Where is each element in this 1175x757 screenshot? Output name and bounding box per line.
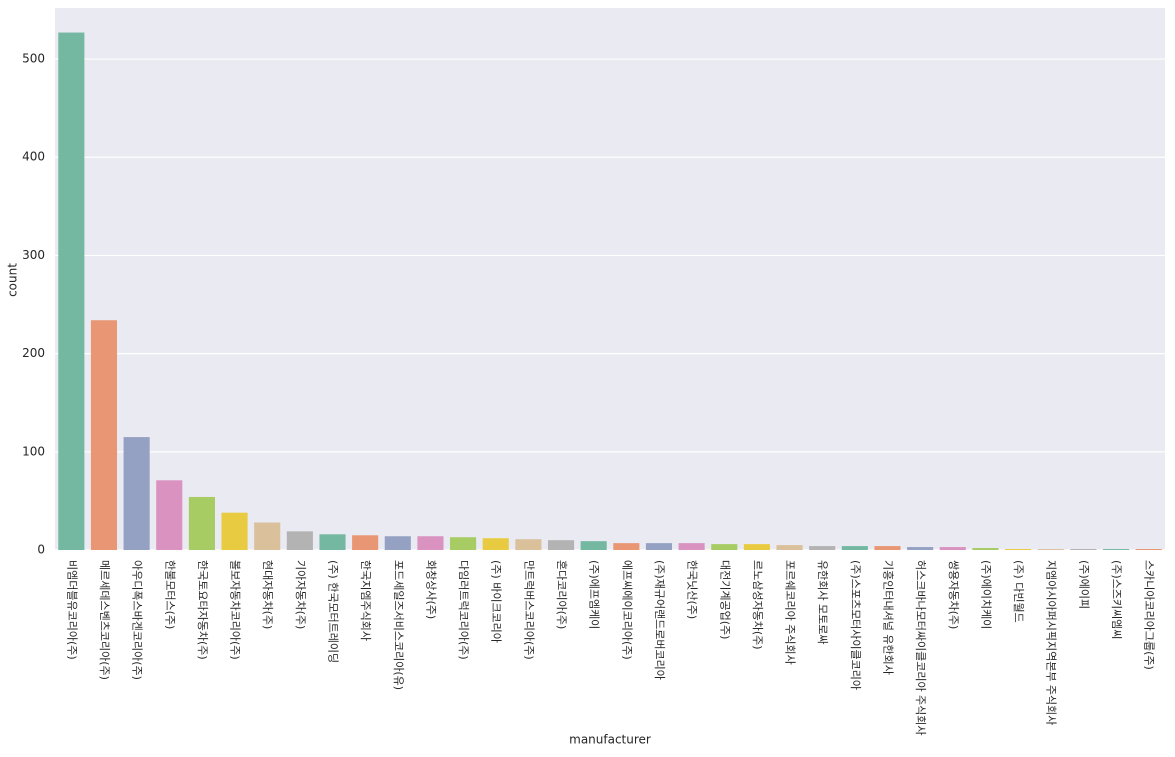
x-tick-label: 한국지엠주식회사: [359, 560, 372, 641]
bar: [874, 546, 901, 550]
x-tick-label: 지엠아시아퍼시픽지역본부 주식회사: [1045, 560, 1058, 725]
bar: [939, 547, 966, 550]
bar: [384, 536, 411, 550]
y-tick-label: 0: [37, 543, 45, 557]
bar: [645, 543, 673, 550]
bar: [841, 546, 868, 550]
x-tick-label: 포드세일즈서비스코리아(유): [392, 560, 406, 690]
x-tick-label: 르노삼성자동차(주): [751, 560, 764, 650]
x-tick-label: 대전기계공업(주): [718, 560, 731, 639]
x-axis-label: manufacturer: [569, 733, 651, 747]
x-tick-label: 화창상사(주): [424, 560, 437, 619]
x-tick-label: 에프씨에이코리아(주): [620, 560, 633, 660]
x-tick-label: (주)재규어랜드로버코리아: [653, 560, 666, 680]
x-tick-label: 비엠더블유코리아(주): [65, 560, 78, 660]
bar: [907, 547, 934, 550]
x-tick-label: 아우디폭스바겐코리아(주): [131, 560, 144, 680]
x-tick-label: (주)스포츠모터사이클코리아: [849, 560, 862, 690]
bar: [286, 531, 313, 550]
bar: [352, 535, 379, 550]
x-tick-label: 쌍용자동차(주): [947, 560, 960, 629]
bar: [254, 522, 281, 550]
x-tick-label: (주) 바이크코리아: [490, 560, 503, 643]
x-tick-label: 포르쉐코리아 주식회사: [784, 560, 797, 665]
bar: [972, 548, 999, 550]
bar: [450, 537, 477, 550]
bar: [515, 539, 542, 550]
x-tick-label: (주)스즈키씨엠씨: [1110, 560, 1123, 639]
x-tick-label: 만트럭버스코리아(주): [522, 560, 535, 660]
x-tick-label: 스카니아코리아그룹(주): [1143, 560, 1156, 670]
x-tick-label: 다임러트럭코리아(주): [457, 560, 470, 660]
bar: [156, 480, 183, 550]
x-tick-label: 허스크바나모터싸이클코리아 주식회사: [914, 560, 927, 736]
y-tick-label: 500: [22, 52, 45, 66]
x-tick-label: 혼다코리아(주): [555, 560, 568, 629]
bar: [776, 545, 803, 550]
bar: [547, 540, 575, 550]
bar: [1005, 549, 1032, 550]
bar: [580, 541, 607, 550]
bar: [123, 437, 150, 550]
bar: [1070, 549, 1097, 550]
y-tick-label: 200: [22, 346, 45, 360]
x-tick-label: 볼보자동차코리아(주): [229, 560, 242, 660]
x-tick-label: 한국닛산(주): [686, 560, 699, 619]
y-tick-label: 400: [22, 150, 45, 164]
y-tick-label: 300: [22, 248, 45, 262]
bar: [1037, 549, 1064, 550]
bar: [1135, 549, 1162, 550]
y-axis-label: count: [6, 263, 20, 297]
x-tick-label: 메르세데스벤츠코리아(주): [98, 560, 111, 680]
bar: [319, 534, 346, 550]
bar: [417, 536, 444, 550]
bar: [58, 32, 85, 550]
x-tick-label: 기흥인터내셔널 유한회사: [882, 560, 896, 675]
y-tick-label: 100: [22, 444, 45, 458]
bar: [482, 538, 509, 550]
x-tick-label: 기아자동차(주): [294, 560, 307, 629]
x-tick-label: (주) 다빈월드: [1012, 560, 1025, 623]
x-tick-label: (주)에이피: [1077, 560, 1090, 609]
x-tick-label: (주)에이치케이: [979, 560, 992, 629]
bar: [1102, 549, 1130, 550]
x-tick-label: 한불모터스(주): [163, 560, 176, 629]
bar: [743, 544, 770, 550]
x-tick-label: 현대자동차(주): [261, 560, 274, 629]
x-tick-label: (주)에프엠케이: [588, 560, 601, 629]
x-tick-label: 유한회사 모토로싸: [816, 560, 829, 644]
plot-area: [55, 8, 1165, 550]
bar: [90, 320, 118, 550]
bar: [711, 544, 738, 550]
x-tick-label: 한국토요타자동차(주): [196, 560, 209, 660]
bar: [188, 496, 215, 550]
bar: [613, 543, 640, 550]
bar: [221, 512, 248, 550]
bar: [678, 543, 705, 550]
bar: [809, 546, 836, 550]
x-tick-label: (주) 한국모터트레이딩: [327, 560, 340, 663]
